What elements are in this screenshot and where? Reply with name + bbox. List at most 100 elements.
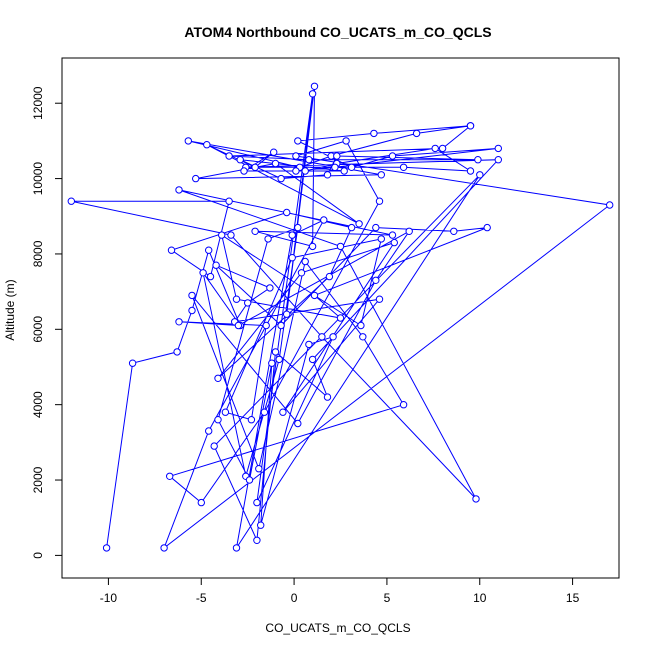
data-point bbox=[212, 261, 220, 269]
x-tick-label: 10 bbox=[473, 591, 487, 605]
data-point bbox=[218, 231, 226, 239]
data-point bbox=[329, 333, 337, 341]
x-tick-label: 0 bbox=[291, 591, 298, 605]
y-axis-label: Altitude (m) bbox=[3, 279, 17, 340]
data-point bbox=[166, 472, 174, 480]
y-tick-label: 0 bbox=[31, 552, 45, 559]
x-axis-label: CO_UCATS_m_CO_QCLS bbox=[265, 621, 410, 635]
data-point bbox=[377, 171, 385, 179]
data-point bbox=[375, 197, 384, 205]
data-point bbox=[271, 159, 280, 168]
y-tick-label: 10000 bbox=[31, 162, 45, 196]
data-point bbox=[494, 144, 502, 153]
data-point bbox=[472, 495, 480, 503]
data-point bbox=[288, 254, 296, 262]
data-point bbox=[438, 144, 447, 153]
data-point bbox=[288, 231, 296, 239]
x-tick-label: 5 bbox=[384, 591, 391, 605]
data-point bbox=[301, 257, 309, 266]
data-point bbox=[377, 235, 385, 243]
y-tick-label: 4000 bbox=[31, 391, 45, 418]
data-point bbox=[188, 291, 196, 300]
series-line bbox=[71, 86, 611, 550]
data-point bbox=[251, 163, 259, 172]
data-point bbox=[359, 333, 367, 341]
chart-title: ATOM4 Northbound CO_UCATS_m_CO_QCLS bbox=[184, 24, 491, 40]
data-point bbox=[225, 197, 233, 205]
data-point bbox=[188, 306, 196, 315]
data-point bbox=[251, 227, 259, 236]
data-point bbox=[257, 521, 265, 529]
data-point bbox=[214, 374, 222, 382]
y-axis: 0 2000 4000 6000 8000 10000 12000 bbox=[31, 86, 62, 559]
data-point bbox=[347, 223, 356, 232]
data-point bbox=[323, 171, 332, 179]
y-tick-label: 8000 bbox=[31, 240, 45, 267]
data-point bbox=[253, 536, 261, 544]
data-point bbox=[347, 163, 356, 172]
data-point bbox=[270, 148, 278, 156]
data-point bbox=[184, 137, 193, 145]
data-point bbox=[279, 408, 287, 416]
data-point bbox=[253, 498, 261, 507]
data-point bbox=[271, 348, 280, 356]
data-point bbox=[244, 299, 252, 307]
data-point bbox=[483, 223, 491, 232]
data-point bbox=[167, 246, 176, 254]
data-point bbox=[305, 340, 313, 349]
data-point bbox=[236, 156, 244, 164]
data-point bbox=[310, 82, 319, 91]
data-point bbox=[340, 167, 348, 175]
data-point bbox=[336, 314, 345, 322]
data-point bbox=[210, 442, 218, 450]
data-point bbox=[283, 310, 291, 318]
data-point bbox=[450, 227, 458, 236]
x-tick-label: 15 bbox=[566, 591, 580, 605]
data-point bbox=[221, 408, 230, 416]
data-point bbox=[234, 321, 243, 330]
data-point bbox=[325, 272, 334, 281]
data-point bbox=[277, 321, 285, 330]
data-point bbox=[275, 355, 283, 364]
data-point bbox=[399, 401, 408, 409]
data-point bbox=[283, 208, 291, 217]
data-point bbox=[255, 465, 263, 473]
data-point bbox=[173, 348, 181, 356]
data-point bbox=[197, 498, 206, 507]
data-point bbox=[388, 152, 397, 160]
data-point bbox=[294, 223, 302, 232]
data-point bbox=[292, 167, 300, 175]
data-point bbox=[245, 476, 254, 484]
data-point bbox=[247, 416, 256, 424]
data-point bbox=[405, 227, 413, 236]
data-point bbox=[308, 242, 317, 251]
data-point bbox=[277, 174, 285, 183]
data-point bbox=[476, 171, 484, 179]
data-point bbox=[308, 90, 317, 98]
data-point bbox=[294, 419, 302, 428]
data-point bbox=[370, 129, 378, 138]
data-point bbox=[355, 220, 363, 228]
data-point bbox=[372, 276, 380, 284]
data-point bbox=[474, 156, 482, 164]
data-point bbox=[203, 141, 211, 149]
data-point bbox=[399, 163, 408, 172]
data-point bbox=[205, 427, 213, 435]
data-point bbox=[232, 295, 241, 303]
y-tick-label: 2000 bbox=[31, 466, 45, 493]
x-tick-label: -10 bbox=[100, 591, 118, 605]
data-point bbox=[466, 167, 475, 175]
series-layer bbox=[67, 82, 614, 552]
data-point bbox=[175, 318, 183, 326]
x-tick-label: -5 bbox=[196, 591, 207, 605]
data-point bbox=[206, 272, 215, 281]
data-point bbox=[336, 242, 345, 251]
y-tick-label: 6000 bbox=[31, 316, 45, 343]
data-point bbox=[320, 216, 328, 224]
data-point bbox=[375, 295, 384, 303]
data-point bbox=[262, 321, 270, 330]
data-point bbox=[214, 416, 222, 424]
data-point bbox=[333, 152, 341, 160]
data-point bbox=[412, 129, 421, 138]
data-point bbox=[308, 355, 317, 364]
